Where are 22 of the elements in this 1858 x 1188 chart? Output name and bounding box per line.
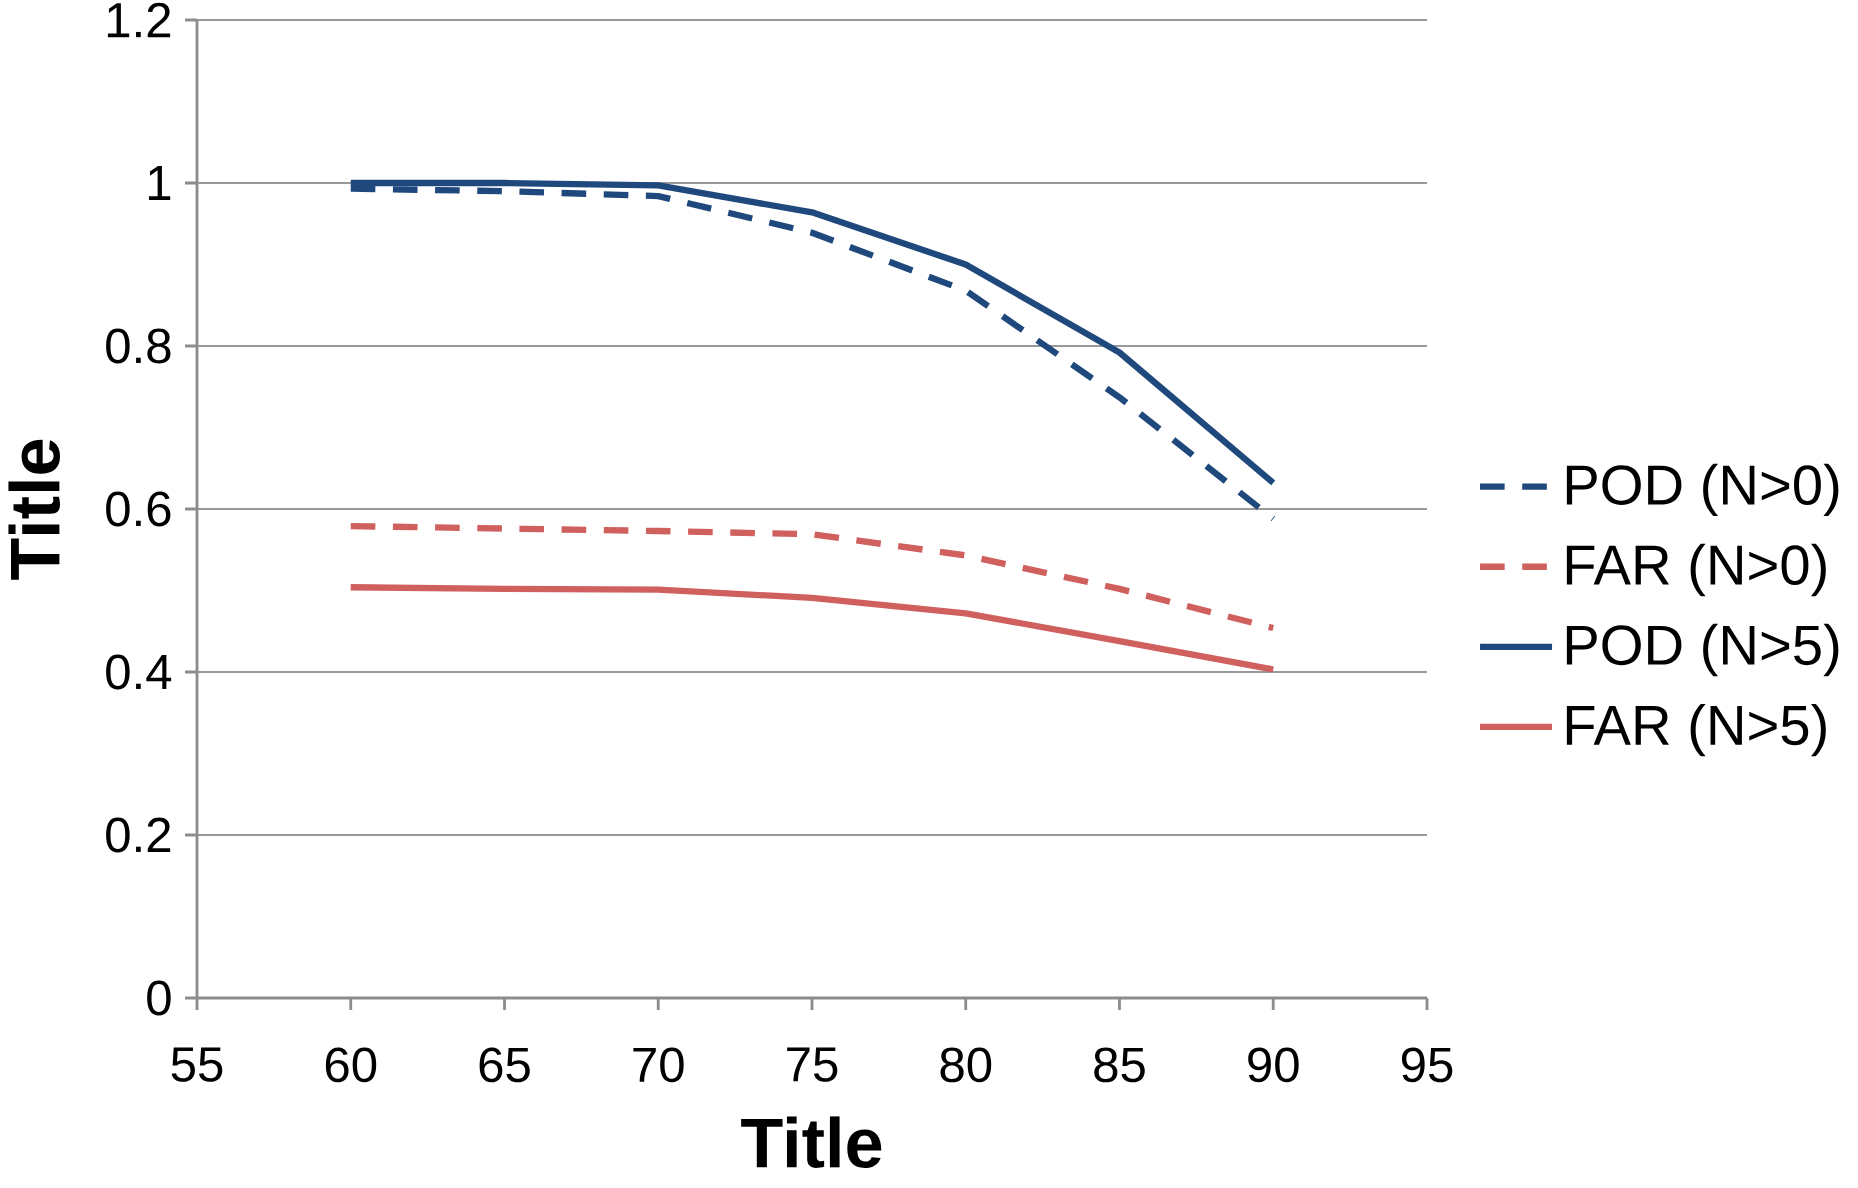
legend-label: FAR (N>0) xyxy=(1566,543,1826,597)
y-axis-title: Title xyxy=(8,439,61,580)
y-tick-label: 1.2 xyxy=(107,2,171,38)
y-tick-label: 0.2 xyxy=(106,817,171,853)
x-tick-label: 90 xyxy=(1248,1047,1299,1083)
x-tick-label: 65 xyxy=(479,1047,530,1083)
y-tick-label: 1 xyxy=(148,166,171,200)
y-tick-label: 0.6 xyxy=(106,491,171,527)
x-tick-label: 80 xyxy=(940,1047,992,1083)
y-tick-label: 0.4 xyxy=(106,654,172,690)
legend-label: POD (N>5) xyxy=(1566,623,1839,677)
x-tick-label: 70 xyxy=(633,1047,684,1083)
x-axis-title: Title xyxy=(741,1116,882,1168)
y-tick-label: 0.8 xyxy=(106,328,171,364)
x-tick-label: 75 xyxy=(787,1047,838,1082)
x-tick-label: 85 xyxy=(1094,1047,1145,1083)
legend-label: POD (N>0) xyxy=(1566,463,1839,517)
y-tick-label: 0 xyxy=(147,980,171,1016)
x-tick-label: 95 xyxy=(1401,1047,1453,1083)
legend-label: FAR (N>5) xyxy=(1566,703,1826,757)
x-tick-label: 55 xyxy=(171,1047,223,1082)
x-tick-label: 60 xyxy=(325,1047,377,1083)
